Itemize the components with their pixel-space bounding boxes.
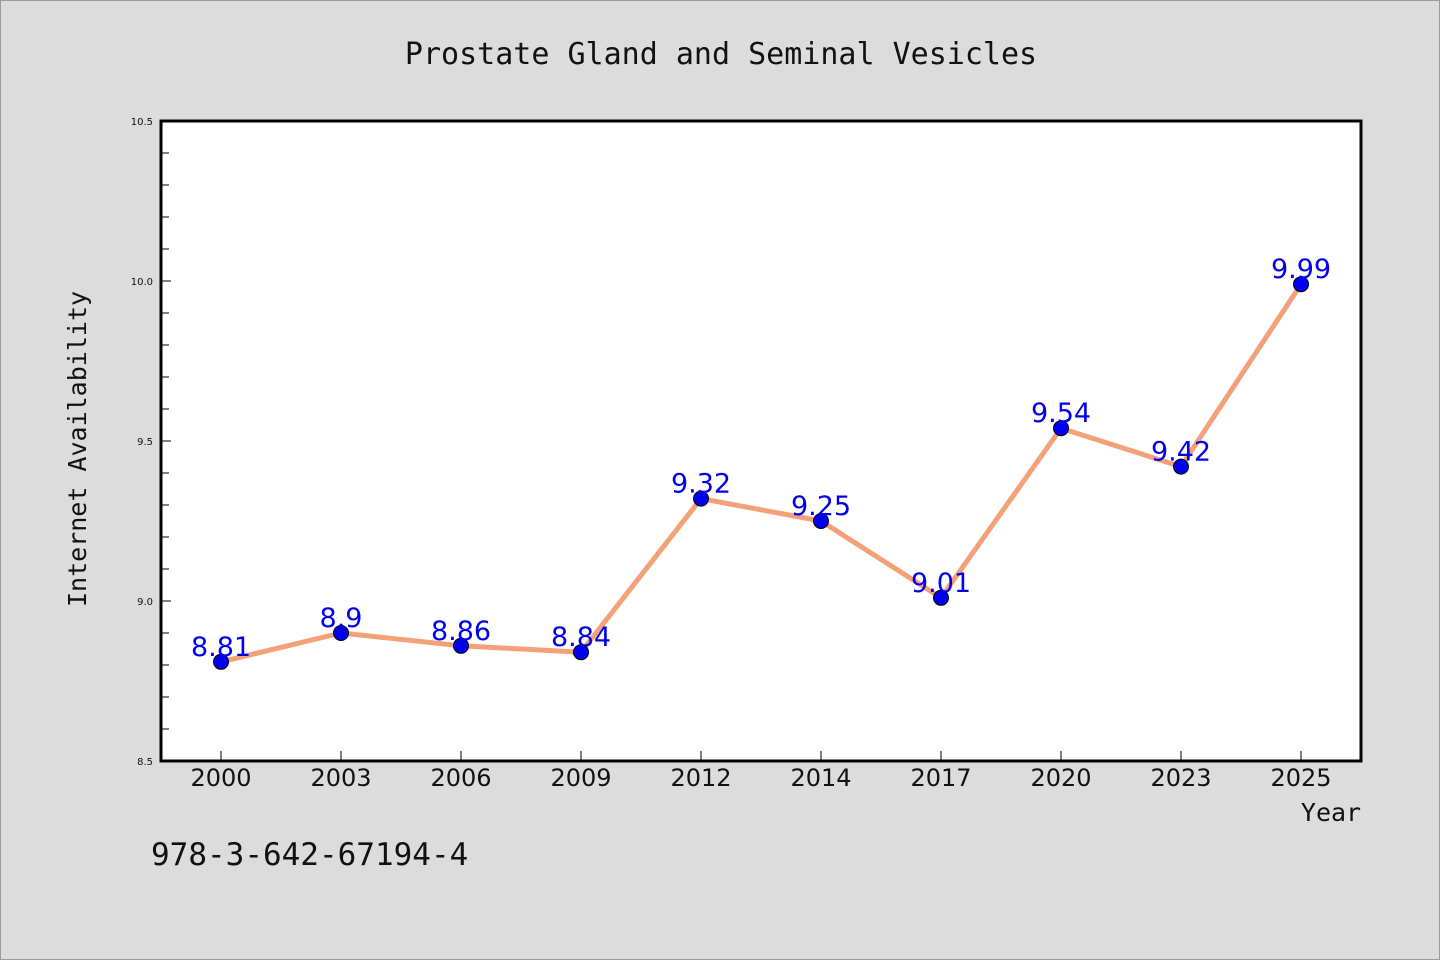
data-point-marker — [453, 637, 469, 654]
x-axis-title: Year — [1301, 798, 1361, 827]
data-point-marker — [213, 653, 229, 670]
data-point-marker — [333, 625, 349, 641]
y-axis: 8.5 9.0 9.5 10.0 10.5 — [131, 117, 171, 768]
x-tick-label: 2020 — [1030, 764, 1091, 792]
chart-title: Prostate Gland and Seminal Vesicles — [405, 37, 1037, 72]
data-value-label: 9.01 — [911, 568, 971, 599]
data-labels: 8.81 8.9 8.86 8.84 9.32 9.25 9.01 9.54 9.42 9.99 — [191, 254, 1331, 663]
y-tick-label: 9.0 — [137, 597, 153, 608]
data-point-marker — [1053, 420, 1069, 437]
data-point-marker — [813, 513, 829, 529]
data-value-label: 8.86 — [431, 616, 491, 647]
y-axis-title: Internet Availability — [63, 291, 92, 607]
x-tick-label: 2012 — [670, 764, 731, 792]
data-point-marker — [693, 490, 709, 507]
data-value-label: 9.99 — [1271, 254, 1331, 285]
data-value-label: 9.32 — [671, 469, 731, 500]
x-tick-label: 2000 — [190, 764, 251, 792]
y-tick-label: 10.0 — [131, 277, 153, 288]
data-point-marker — [1173, 458, 1189, 475]
data-value-label: 9.54 — [1031, 398, 1091, 429]
x-tick-label: 2017 — [910, 764, 971, 792]
footnote-text: 978-3-642-67194-4 — [151, 837, 468, 873]
data-value-label: 9.42 — [1151, 437, 1211, 468]
x-tick-label: 2025 — [1270, 764, 1331, 792]
data-point-marker — [573, 644, 589, 661]
data-value-label: 8.9 — [320, 603, 363, 634]
data-value-label: 8.81 — [191, 632, 251, 663]
x-tick-label: 2003 — [310, 764, 371, 792]
y-tick-label: 9.5 — [137, 437, 153, 448]
data-point-marker — [1293, 276, 1309, 293]
x-tick-label: 2023 — [1150, 764, 1211, 792]
data-value-label: 9.25 — [791, 491, 851, 522]
data-points — [213, 276, 1309, 670]
data-value-label: 8.84 — [551, 622, 611, 653]
y-tick-label: 10.5 — [131, 117, 153, 128]
x-tick-label: 2014 — [790, 764, 851, 792]
x-tick-label: 2009 — [550, 764, 611, 792]
data-point-marker — [933, 589, 949, 606]
plot-area — [159, 119, 1363, 763]
x-axis: 2000 2003 2006 2009 2012 2014 2017 2020 2023 2025 — [190, 751, 1332, 792]
series-line — [218, 281, 1304, 665]
x-tick-label: 2006 — [430, 764, 491, 792]
y-tick-label: 8.5 — [137, 757, 153, 768]
